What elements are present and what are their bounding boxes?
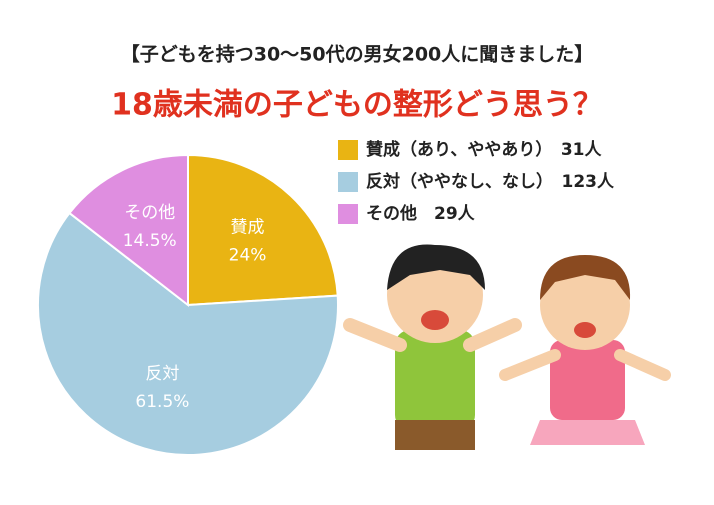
- girl-hair: [540, 255, 631, 300]
- girl-mouth: [574, 322, 596, 338]
- legend-label: 賛成（あり、ややあり） 31人: [366, 139, 602, 160]
- slice-value-label: 61.5%: [135, 392, 189, 412]
- boy-arm: [463, 318, 522, 352]
- pie: 賛成 24% 反対 61.5% その他 14.5%: [37, 153, 339, 456]
- girl-skirt: [530, 420, 645, 445]
- pie-slice: [68, 153, 189, 308]
- girl-body: [550, 340, 625, 420]
- chart-subtitle: 【子どもを持つ30〜50代の男女200人に聞きました】: [121, 43, 594, 66]
- legend-swatch: [338, 204, 358, 224]
- boy-shorts: [395, 420, 475, 450]
- slice-label: 賛成: [231, 218, 265, 238]
- slice-value-label: 24%: [229, 246, 267, 266]
- slice-label: その他: [124, 203, 175, 223]
- boy-hair: [387, 244, 485, 290]
- slice-label: 反対: [145, 364, 179, 384]
- legend-swatch: [338, 140, 358, 160]
- boy-body: [395, 330, 475, 430]
- legend-label: その他 29人: [366, 203, 476, 224]
- boy-arm: [343, 318, 407, 352]
- chart-title: 18歳未満の子どもの整形どう思う？: [111, 88, 603, 123]
- pie-slice: [37, 211, 339, 456]
- slice-value-label: 14.5%: [123, 231, 177, 251]
- pie-slice: [187, 153, 339, 307]
- girl-head: [540, 260, 630, 350]
- girl-arm: [499, 349, 561, 381]
- girl-arm: [614, 349, 671, 381]
- boy-mouth: [421, 310, 449, 330]
- legend-swatch: [338, 172, 358, 192]
- illustration: [343, 244, 671, 450]
- legend-label: 反対（ややなし、なし） 123人: [366, 171, 615, 192]
